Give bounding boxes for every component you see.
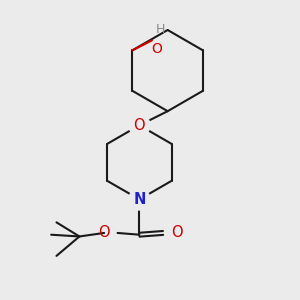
Text: O: O xyxy=(134,118,145,133)
Text: H: H xyxy=(156,23,166,36)
Text: N: N xyxy=(133,192,145,207)
Circle shape xyxy=(129,115,150,136)
Text: O: O xyxy=(98,225,109,240)
Text: O: O xyxy=(171,225,183,240)
Text: O: O xyxy=(151,42,162,56)
Circle shape xyxy=(129,189,150,210)
